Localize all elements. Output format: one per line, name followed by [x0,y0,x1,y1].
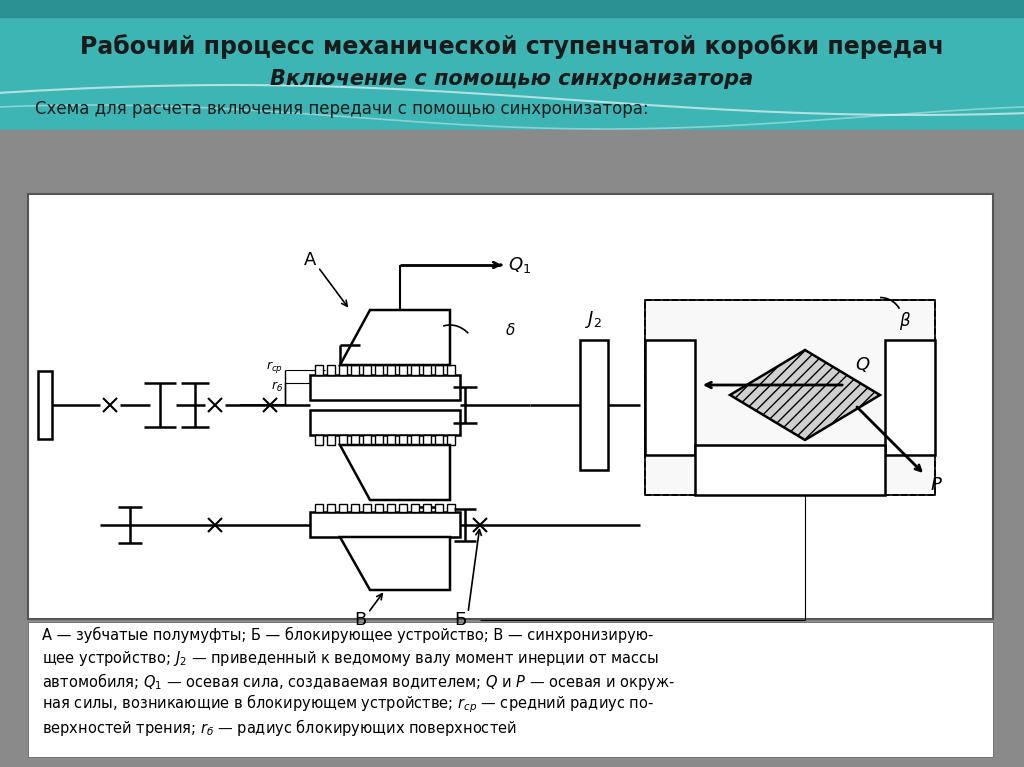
Bar [315,365,323,375]
Polygon shape [340,537,450,590]
Bar [375,365,383,375]
Bar [327,365,335,375]
Bar [423,435,431,445]
Bar [447,365,455,375]
Bar [447,435,455,445]
Polygon shape [340,310,450,365]
Bar [310,410,460,435]
Text: Включение с помощью синхронизатора: Включение с помощью синхронизатора [270,69,754,89]
Bar [423,365,431,375]
Text: $Q$: $Q$ [855,355,870,374]
Bar [580,340,608,470]
Bar [423,504,431,512]
Text: Схема для расчета включения передачи с помощью синхронизатора:: Схема для расчета включения передачи с п… [35,100,648,118]
Text: $\delta$: $\delta$ [505,322,515,338]
Bar [339,365,347,375]
Text: Б: Б [454,611,466,629]
Bar [645,300,935,495]
Bar [28,194,993,619]
Bar [399,504,407,512]
Polygon shape [730,350,880,440]
Bar [310,512,460,537]
Text: автомобиля; $Q_1$ — осевая сила, создаваемая водителем; $Q$ и $P$ — осевая и окр: автомобиля; $Q_1$ — осевая сила, создава… [42,670,675,692]
Bar [411,504,419,512]
Bar [310,375,460,400]
Bar [351,365,359,375]
Bar [0,0,1024,17]
Bar [387,504,395,512]
Bar [387,435,395,445]
Bar [885,340,935,455]
Text: $P$: $P$ [930,476,943,494]
Text: В: В [354,611,367,629]
Bar [411,365,419,375]
Bar [387,365,395,375]
Bar [28,622,993,757]
Text: $Q_1$: $Q_1$ [508,255,531,275]
Text: А: А [304,251,316,269]
Bar [315,504,323,512]
Bar [327,435,335,445]
Text: верхностей трения; $r_б$ — радиус блокирующих поверхностей: верхностей трения; $r_б$ — радиус блокир… [42,716,517,738]
Bar [0,130,1024,767]
Bar [645,300,935,495]
Bar [435,435,443,445]
Bar [351,504,359,512]
Bar [315,435,323,445]
Bar [411,435,419,445]
Bar [38,371,52,439]
Text: ная силы, возникающие в блокирующем устройстве; $r_{сp}$ — средний радиус по-: ная силы, возникающие в блокирующем устр… [42,693,654,716]
Bar [695,445,885,495]
Bar [435,365,443,375]
Text: $\beta$: $\beta$ [899,310,911,332]
Bar [399,435,407,445]
Bar [362,504,371,512]
Bar [375,435,383,445]
Bar [399,365,407,375]
Bar [0,0,1024,130]
Text: $r_{сp}$: $r_{сp}$ [266,359,283,375]
Text: $J_2$: $J_2$ [586,309,602,330]
Bar [327,504,335,512]
Bar [362,365,371,375]
Bar [645,340,695,455]
Bar [375,504,383,512]
Text: Рабочий процесс механической ступенчатой коробки передач: Рабочий процесс механической ступенчатой… [80,35,944,59]
Bar [447,504,455,512]
Polygon shape [340,445,450,500]
Text: А — зубчатые полумуфты; Б — блокирующее устройство; В — синхронизирую-: А — зубчатые полумуфты; Б — блокирующее … [42,627,653,643]
Text: $r_б$: $r_б$ [270,380,283,394]
Bar [351,435,359,445]
Bar [362,435,371,445]
Text: щее устройство; $J_2$ — приведенный к ведомому валу момент инерции от массы: щее устройство; $J_2$ — приведенный к ве… [42,649,659,667]
Bar [435,504,443,512]
Bar [339,504,347,512]
Bar [339,435,347,445]
